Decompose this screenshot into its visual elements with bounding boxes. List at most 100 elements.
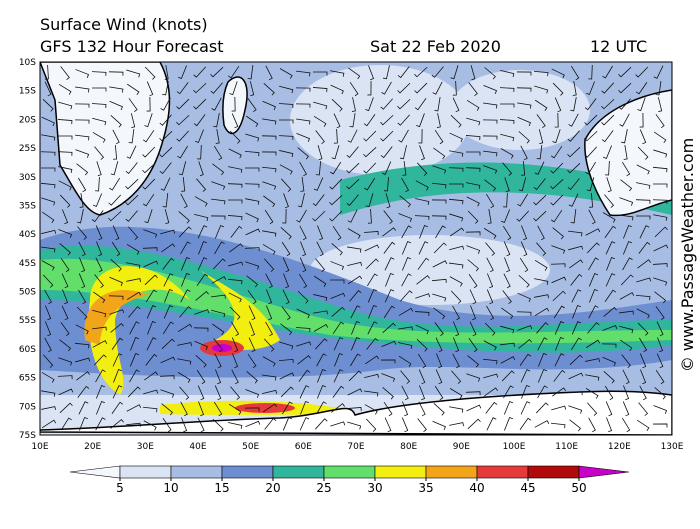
- wind-barb: [450, 65, 459, 80]
- wind-barb: [538, 129, 544, 145]
- wind-barb: [210, 215, 226, 220]
- wind-barb: [329, 210, 343, 222]
- wind-barb: [227, 199, 243, 204]
- wind-barb: [278, 119, 294, 124]
- colorbar-tick-label: 10: [163, 481, 178, 495]
- wind-barb: [653, 149, 668, 158]
- wind-barb: [449, 150, 464, 157]
- wind-barb: [486, 257, 494, 273]
- wind-barb: [419, 145, 425, 161]
- wind-barb: [282, 401, 293, 415]
- wind-barb: [95, 176, 100, 192]
- wind-barb: [466, 373, 481, 382]
- wind-barb: [143, 229, 158, 238]
- wind-barb: [620, 339, 633, 352]
- wind-barb: [434, 97, 441, 112]
- wind-barb: [159, 146, 173, 158]
- wind-barb: [330, 70, 345, 77]
- wind-barb: [449, 388, 463, 399]
- wind-barb: [329, 279, 345, 284]
- colorbar-tick-label: 35: [418, 481, 433, 495]
- wind-barb: [193, 66, 207, 78]
- wind-barb: [78, 401, 89, 415]
- wind-barb: [229, 81, 238, 96]
- wind-barb: [262, 374, 277, 381]
- wind-barb: [415, 198, 430, 206]
- wind-barb: [639, 129, 647, 145]
- wind-barb: [452, 321, 460, 337]
- wind-barb: [435, 337, 443, 353]
- wind-barb: [384, 289, 395, 303]
- wind-barb: [419, 224, 428, 239]
- wind-barb: [94, 146, 105, 160]
- wind-barb: [653, 131, 667, 144]
- wind-barb: [468, 274, 478, 289]
- wind-barb: [143, 260, 159, 268]
- wind-barb: [535, 402, 549, 414]
- wind-barb: [637, 146, 649, 160]
- wind-barb: [620, 274, 634, 286]
- wind-barb: [41, 197, 56, 206]
- wind-barb: [533, 178, 546, 191]
- wind-barb: [484, 67, 496, 80]
- wind-barb: [248, 337, 256, 353]
- wind-barb: [280, 386, 294, 398]
- wind-barb: [177, 358, 192, 365]
- wind-barb: [555, 336, 564, 351]
- wind-barb: [331, 98, 343, 112]
- wind-barb: [585, 374, 600, 381]
- wind-barb: [330, 84, 344, 95]
- wind-barb: [551, 405, 567, 411]
- wind-barb: [636, 308, 650, 319]
- wind-barb: [449, 262, 464, 269]
- wind-barb: [435, 369, 443, 385]
- wind-barb: [347, 261, 363, 266]
- wind-barb: [367, 289, 378, 303]
- wind-barb: [519, 257, 529, 273]
- wind-barb: [75, 357, 91, 363]
- wind-barb: [113, 144, 118, 160]
- wind-barb: [602, 325, 618, 331]
- wind-barb: [279, 150, 294, 158]
- wind-barb: [126, 83, 140, 96]
- wind-barb: [585, 228, 601, 236]
- wind-barb: [449, 213, 464, 222]
- wind-barb: [416, 338, 428, 352]
- wind-barb: [92, 326, 107, 331]
- wind-barb: [176, 82, 189, 95]
- wind-barb: [486, 305, 495, 321]
- wind-barb: [571, 321, 582, 335]
- wind-barb: [333, 369, 344, 383]
- wind-barb: [266, 289, 273, 305]
- wind-barbs: [40, 64, 669, 433]
- wind-barb: [586, 81, 595, 96]
- wind-barb: [57, 119, 73, 125]
- wind-barb: [552, 387, 567, 397]
- wind-barb: [484, 387, 499, 397]
- wind-barb: [368, 304, 377, 319]
- wind-barb: [401, 417, 409, 433]
- wind-barb: [585, 161, 596, 175]
- wind-barb: [500, 209, 510, 224]
- wind-barb: [316, 368, 327, 383]
- wind-barb: [568, 372, 584, 380]
- wind-barb: [486, 417, 497, 431]
- wind-barb: [163, 273, 174, 287]
- wind-barb: [179, 306, 192, 318]
- wind-barb: [521, 384, 530, 399]
- wind-barb: [110, 258, 122, 272]
- wind-barb: [486, 193, 495, 209]
- latitude-label: 40S: [19, 230, 36, 240]
- wind-barb: [178, 226, 192, 238]
- wind-barb: [364, 355, 380, 365]
- wind-barb: [91, 103, 107, 108]
- wind-barb: [295, 87, 311, 92]
- wind-barb: [466, 245, 481, 254]
- wind-barb: [652, 263, 668, 268]
- wind-barb: [554, 321, 565, 335]
- wind-barb: [483, 102, 498, 109]
- wind-barb: [401, 177, 410, 193]
- wind-barb: [247, 65, 254, 80]
- longitude-label: 10E: [31, 442, 48, 452]
- wind-barb: [78, 273, 86, 289]
